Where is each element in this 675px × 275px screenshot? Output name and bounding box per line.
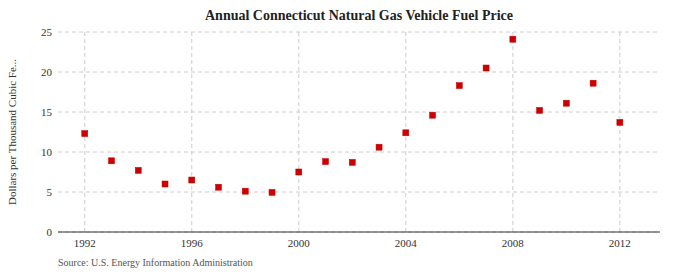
y-tick-label: 5 [47,186,53,198]
y-grid-line [58,152,660,153]
x-grid-line [512,32,513,232]
x-tick-label: 2004 [395,237,418,249]
point [376,144,382,150]
point [617,119,623,125]
y-grid-line [58,232,660,233]
point [109,158,115,164]
x-tick-label: 2000 [288,237,311,249]
y-tick-label: 25 [41,26,53,38]
point [510,36,516,42]
y-tick-label: 20 [41,66,53,78]
point [82,131,88,137]
x-tick-label: 1996 [181,237,204,249]
point [483,65,489,71]
point [349,159,355,165]
y-tick-label: 15 [41,106,53,118]
points [82,36,623,195]
point [189,177,195,183]
point [242,188,248,194]
grid [58,32,660,232]
source: Source: U.S. Energy Information Administ… [58,257,253,268]
x-grid-line [191,32,192,232]
y-grid-line [58,72,660,73]
x-grid-line [619,32,620,232]
y-tick-label: 10 [41,146,53,158]
point [403,130,409,136]
y-tick-label: 0 [47,226,53,238]
point [269,189,275,195]
y-grid-line [58,112,660,113]
point [135,167,141,173]
point [162,181,168,187]
x-grid-line [298,32,299,232]
point [296,169,302,175]
point [590,80,596,86]
y-axis-label: Dollars per Thousand Cubic Fe... [6,59,18,205]
x-tick-label: 2012 [609,237,631,249]
point [216,184,222,190]
chart: Annual Connecticut Natural Gas Vehicle F… [0,0,675,275]
x-axis-line [58,232,660,233]
point [323,159,329,165]
title: Annual Connecticut Natural Gas Vehicle F… [205,8,513,23]
point [563,100,569,106]
point [430,112,436,118]
x-tick-label: 1992 [74,237,96,249]
y-grid-line [58,192,660,193]
point [537,107,543,113]
x-tick-label: 2008 [502,237,525,249]
y-grid-line [58,32,660,33]
point [456,83,462,89]
